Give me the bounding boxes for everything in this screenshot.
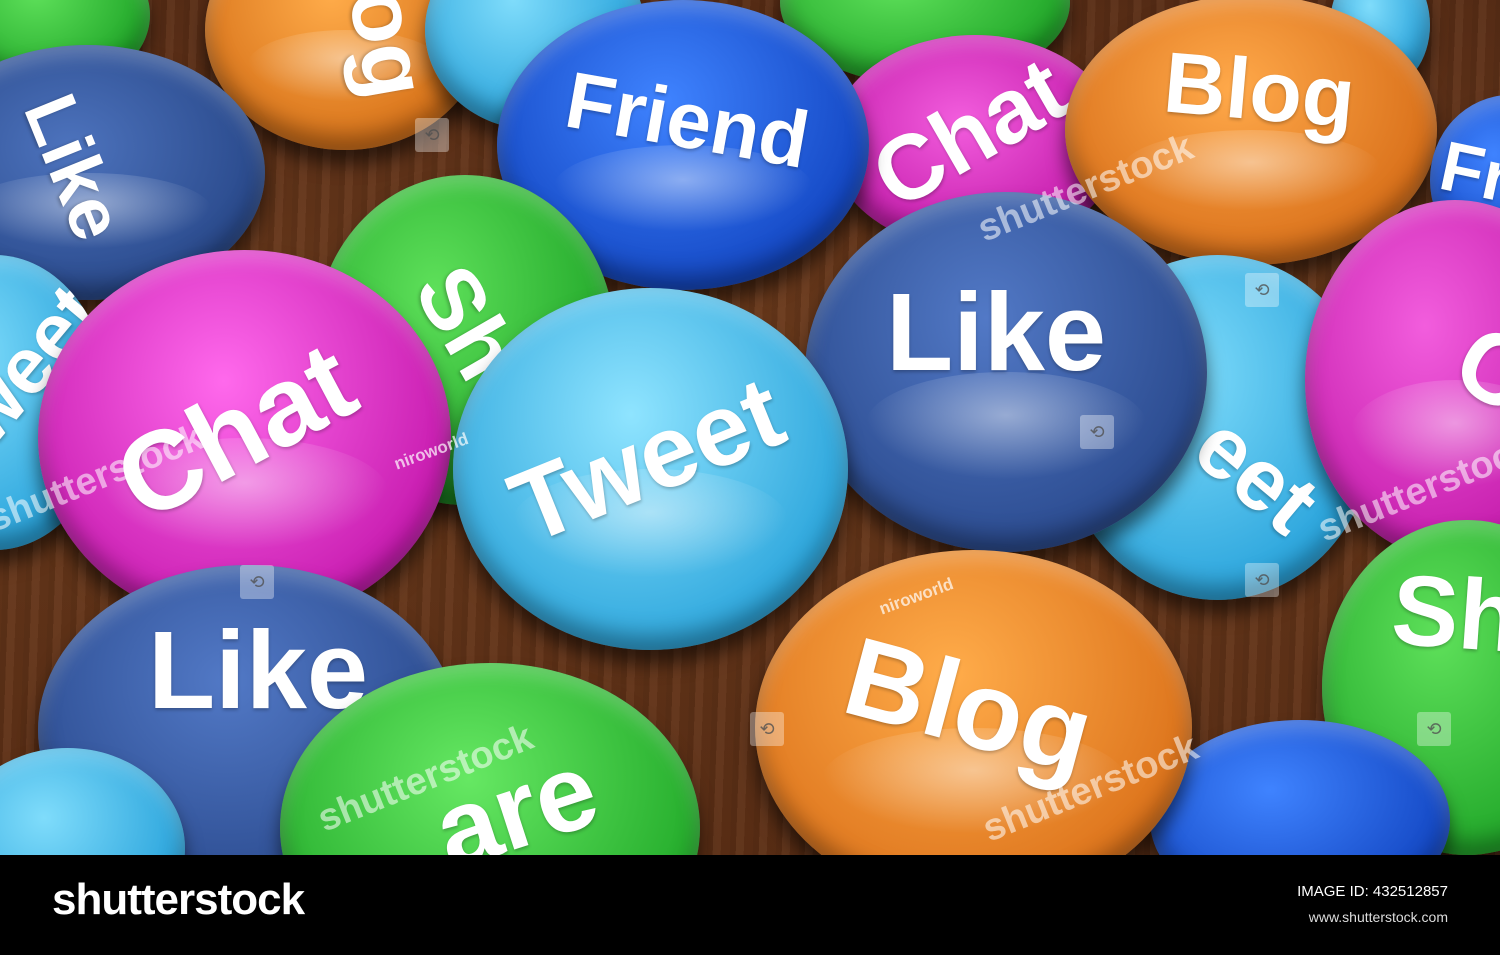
badge-tweet: Tweet bbox=[453, 288, 848, 650]
watermark-icon: ⟲ bbox=[1245, 563, 1279, 597]
badge-like-top-left: Like bbox=[0, 45, 265, 300]
watermark-icon: ⟲ bbox=[1080, 415, 1114, 449]
badge-blog-bottom: Blog bbox=[755, 550, 1192, 855]
shutterstock-logo: shutterstock bbox=[52, 875, 305, 924]
badge-blog-top-right: Blog bbox=[1065, 0, 1437, 265]
watermark-icon: ⟲ bbox=[415, 118, 449, 152]
badge-word: Blog bbox=[832, 613, 1106, 799]
badge-like-center: Like bbox=[805, 192, 1207, 552]
site-url: www.shutterstock.com bbox=[1308, 909, 1448, 925]
watermark-icon: ⟲ bbox=[1417, 712, 1451, 746]
badge-photo: og Like Chat Friend Blog Fr Sha eet weet… bbox=[0, 0, 1500, 855]
watermark-icon: ⟲ bbox=[750, 712, 784, 746]
watermark-icon: ⟲ bbox=[240, 565, 274, 599]
badge-share-bottom: are bbox=[280, 663, 700, 855]
badge-word: Like bbox=[147, 608, 369, 732]
badge-word: Like bbox=[885, 270, 1107, 394]
watermark-icon: ⟲ bbox=[1245, 273, 1279, 307]
footer-bar: shutterstock IMAGE ID: 432512857 www.shu… bbox=[0, 855, 1500, 955]
badge-chat: Chat bbox=[38, 250, 451, 625]
image-id: IMAGE ID: 432512857 bbox=[1297, 883, 1448, 900]
badge-friend: Friend bbox=[497, 0, 869, 290]
